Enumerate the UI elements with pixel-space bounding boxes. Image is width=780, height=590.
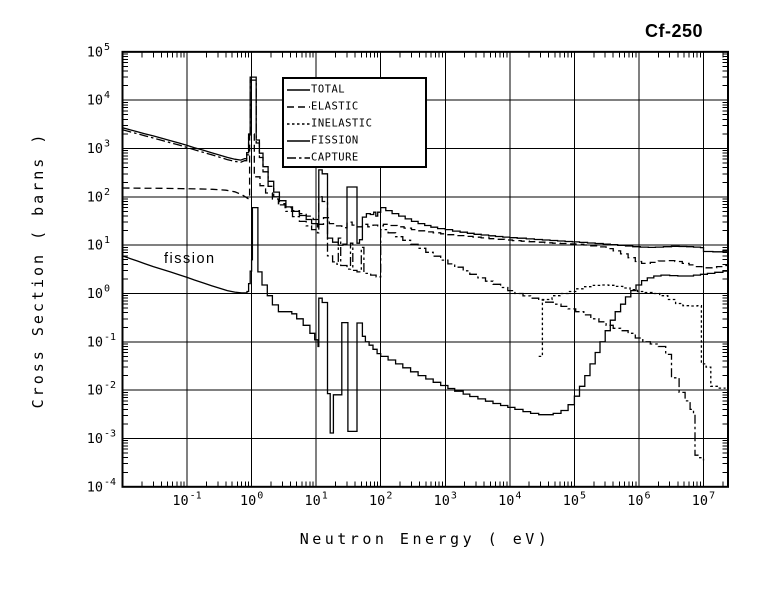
series-capture-curve [122,79,705,461]
x-tick-label: 101 [305,491,328,510]
y-tick-label: 10 [87,286,103,302]
y-tick-exponent: 1 [104,235,110,246]
y-tick-label: 10 [87,44,103,60]
y-tick-label: 10 [87,189,103,205]
legend-entry: ELASTIC [287,98,425,115]
y-tick-exponent: 0 [104,283,110,294]
y-tick-exponent: 5 [104,42,110,53]
x-tick-label: 102 [369,491,392,510]
x-tick-labels: 10-1 100 101 102 103 104 105 106 107 [172,491,715,510]
x-tick-label: 105 [563,491,586,510]
minor-ticks [122,51,728,487]
legend-entry-label: FISSION [311,134,359,146]
legend-entry-label: CAPTURE [311,151,359,163]
y-tick-exponent: -3 [104,428,116,439]
series-total-curve [122,76,729,253]
legend-line-sample [287,156,310,159]
legend-entry: CAPTURE [287,149,425,166]
x-tick-label: 103 [434,491,457,510]
legend-line-sample [287,105,310,108]
y-axis-title: Cross Section ( barns ) [29,131,47,409]
legend-line-sample [287,139,310,142]
legend-line-sample [287,88,310,91]
plot-frame [121,50,729,488]
legend-box: TOTAL ELASTIC INELASTIC FISSION CAPTURE [282,77,427,168]
y-tick-exponent: -4 [104,477,116,488]
y-tick-label: 10 [87,238,103,254]
legend-entry: TOTAL [287,81,425,98]
legend-line-sample [287,122,310,125]
x-axis-title: Neutron Energy ( eV) [299,530,551,548]
legend-entry: INELASTIC [287,115,425,132]
y-tick-label: 10 [87,141,103,157]
y-tick-exponent: -2 [104,380,116,391]
y-tick-label: 10 [87,479,103,495]
plot-title: Cf-250 [644,21,703,41]
y-tick-label: 10 [87,431,103,447]
x-tick-label: 107 [692,491,715,510]
legend-entry-label: TOTAL [311,83,346,95]
y-tick-exponent: 2 [104,187,110,198]
y-tick-label: 10 [87,383,103,399]
series-elastic-curve [122,133,729,269]
y-tick-label: 10 [87,93,103,109]
x-tick-label: 100 [240,491,263,510]
x-tick-label: 10-1 [172,491,201,510]
legend-entry-label: ELASTIC [311,100,359,112]
series-inelastic-curve [538,284,726,389]
y-tick-exponent: 3 [104,139,110,150]
x-tick-label: 106 [627,491,650,510]
y-tick-exponent: -1 [104,332,116,343]
legend-entry: FISSION [287,132,425,149]
y-tick-label: 10 [87,334,103,350]
x-tick-label: 104 [498,491,521,510]
fission-curve-annotation: fission [164,251,216,267]
series-fission-curve [122,206,729,434]
legend-entry-label: INELASTIC [311,117,373,129]
y-tick-exponent: 4 [104,90,110,101]
